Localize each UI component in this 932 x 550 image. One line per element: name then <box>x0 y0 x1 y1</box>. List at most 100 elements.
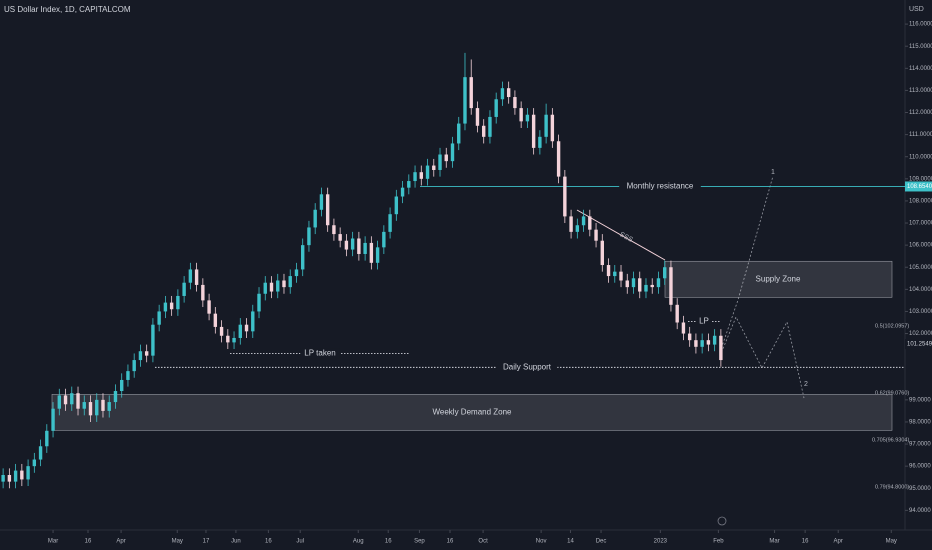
candle-body <box>382 231 386 248</box>
x-tick-label: Sep <box>414 539 425 545</box>
x-tick-label: May <box>886 539 897 545</box>
y-tick-label: 95.0000 <box>909 486 931 492</box>
candle-body <box>719 335 723 361</box>
candle-body <box>531 114 536 148</box>
replay-icon[interactable] <box>717 516 727 526</box>
x-tick-label: 2023 <box>654 539 668 545</box>
candle-body <box>500 88 505 100</box>
candle-body <box>469 77 473 109</box>
candle-body <box>338 234 342 241</box>
candle-body <box>76 393 80 409</box>
candle-body <box>151 324 155 356</box>
y-tick-label: 104.0000 <box>909 287 932 293</box>
x-tick-label: Apr <box>116 539 125 545</box>
projection-path-2 <box>719 316 805 399</box>
projection-path-1 <box>719 175 774 353</box>
candle-body <box>400 187 405 197</box>
candle-body <box>419 172 423 179</box>
candle-body <box>581 216 586 226</box>
candle-body <box>313 209 317 228</box>
y-tick-label: 99.0000 <box>909 397 931 403</box>
candle-body <box>20 470 24 480</box>
candle-body <box>138 351 143 361</box>
level-label: LP taken <box>304 349 335 358</box>
y-tick-label: 109.0000 <box>909 176 932 182</box>
x-tick-label: Aug <box>353 539 364 545</box>
last-price-label: 101.2549 <box>907 342 932 348</box>
level-label: Monthly resistance <box>627 182 694 191</box>
x-tick-label: Nov <box>536 539 547 545</box>
candle-body <box>176 295 180 310</box>
candle-body <box>169 302 174 310</box>
candle-body <box>350 238 355 250</box>
candle-body <box>687 333 692 341</box>
x-tick-label: 17 <box>203 539 210 545</box>
candle-body <box>606 265 611 277</box>
candle-body <box>63 395 68 405</box>
candle-body <box>120 379 124 392</box>
y-tick-label: 112.0000 <box>909 110 932 116</box>
candle-body <box>88 402 93 416</box>
x-tick-label: Dec <box>596 539 607 545</box>
candle-body <box>519 108 523 122</box>
candle-body <box>625 280 629 288</box>
y-tick-label: 107.0000 <box>909 221 932 227</box>
x-tick-label: May <box>172 539 183 545</box>
candle-body <box>107 402 111 411</box>
sss-line <box>576 209 666 261</box>
candle-body <box>219 326 224 336</box>
zone <box>51 394 893 431</box>
x-tick-label: 14 <box>567 539 574 545</box>
candle-body <box>588 216 592 230</box>
candle-body <box>325 194 330 226</box>
candle-body <box>369 242 374 263</box>
candle-body <box>669 267 673 305</box>
x-tick-label: Jun <box>231 539 241 545</box>
x-tick-label: 16 <box>85 539 92 545</box>
y-tick-label: 108.0000 <box>909 199 932 205</box>
fib-label: 0.62(99.0760) <box>875 390 909 396</box>
candle-body <box>144 351 149 356</box>
projection-label-1: 1 <box>771 169 775 176</box>
candle-body <box>388 214 392 232</box>
candle-body <box>251 311 255 332</box>
candle-body <box>269 282 274 292</box>
candle-body <box>282 280 286 288</box>
y-tick-label: 94.0000 <box>909 508 931 514</box>
x-tick-label: Jul <box>296 539 304 545</box>
candle-body <box>506 88 511 98</box>
candle-body <box>544 114 548 137</box>
candle-body <box>650 284 654 288</box>
y-tick-label: 102.0000 <box>909 331 932 337</box>
candle-body <box>126 371 130 380</box>
y-tick-label: 110.0000 <box>909 154 932 160</box>
candle-body <box>675 304 679 323</box>
candle-body <box>45 430 49 447</box>
level-label-bg <box>300 348 340 359</box>
y-tick-label: 111.0000 <box>909 132 932 138</box>
x-tick-label: 16 <box>385 539 392 545</box>
projection-label-2: 2 <box>804 381 808 388</box>
chart-title: US Dollar Index, 1D, CAPITALCOM <box>4 5 131 14</box>
last-price-bg <box>905 339 932 350</box>
x-tick-label: 16 <box>447 539 454 545</box>
y-tick-label: 98.0000 <box>909 420 931 426</box>
candle-body <box>619 271 623 281</box>
candle-body <box>538 136 542 148</box>
y-tick-label: 116.0000 <box>909 22 932 28</box>
price-tag-label: 108.6540 <box>907 184 932 190</box>
candle-body <box>706 340 711 345</box>
price-tag <box>905 181 932 192</box>
candle-body <box>301 245 305 270</box>
zone-label: Supply Zone <box>756 274 801 283</box>
candle-body <box>681 322 686 334</box>
candle-body <box>188 269 193 283</box>
candle-body <box>407 181 411 188</box>
candle-body <box>513 97 517 109</box>
candle-body <box>213 313 218 327</box>
candle-body <box>525 114 530 122</box>
fib-label: 0.705(96.9304) <box>872 437 909 443</box>
x-tick-label: Mar <box>769 539 779 545</box>
candle-body <box>263 282 267 294</box>
candle-body <box>13 470 18 482</box>
